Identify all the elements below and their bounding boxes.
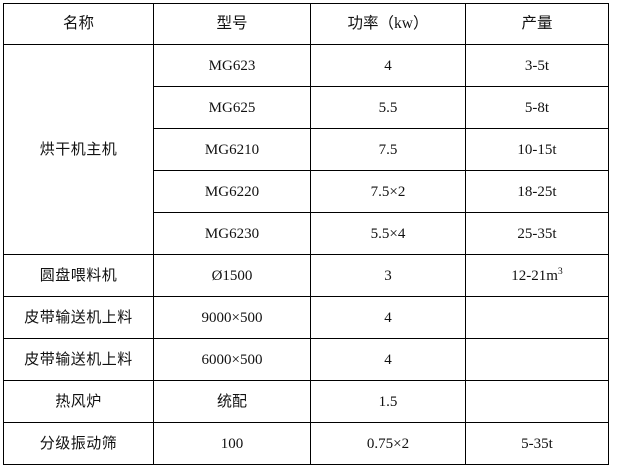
row-model-7: 6000×500 [153, 338, 311, 381]
column-header-name: 名称 [3, 3, 154, 45]
row-power-3: 7.5×2 [310, 170, 466, 213]
row-model-5: Ø1500 [153, 254, 311, 297]
row-yield-7 [465, 338, 609, 381]
row-yield-5: 12-21m3 [465, 254, 609, 297]
row-model-6: 9000×500 [153, 296, 311, 339]
row-name-9: 分级振动筛 [3, 422, 154, 465]
row-model-4: MG6230 [153, 212, 311, 255]
specification-table: 名称 型号 功率（kw） 产量 烘干机主机 MG623 4 3-5t MG625 5.5 5-8t M… [3, 3, 609, 465]
column-header-power: 功率（kw） [310, 3, 466, 45]
row-name-5: 圆盘喂料机 [3, 254, 154, 297]
row-name-7: 皮带输送机上料 [3, 338, 154, 381]
table-header-row: 名称 型号 功率（kw） 产量 [3, 3, 609, 45]
column-header-model: 型号 [153, 3, 311, 45]
row-yield-1: 5-8t [465, 86, 609, 129]
column-header-yield: 产量 [465, 3, 609, 45]
row-yield-3: 18-25t [465, 170, 609, 213]
row-model-0: MG623 [153, 44, 311, 87]
table-row: MG625 5.5 5-8t [4, 86, 609, 129]
row-power-4: 5.5×4 [310, 212, 466, 255]
row-model-3: MG6220 [153, 170, 311, 213]
row-power-6: 4 [310, 296, 466, 339]
row-model-9: 100 [153, 422, 311, 465]
row-model-2: MG6210 [153, 128, 311, 171]
table-row: 圆盘喂料机 Ø1500 3 12-21m3 [3, 254, 609, 297]
row-yield-4: 25-35t [465, 212, 609, 255]
row-yield-0: 3-5t [465, 44, 609, 87]
row-power-0: 4 [310, 44, 466, 87]
row-name-6: 皮带输送机上料 [3, 296, 154, 339]
table-row: 分级振动筛 100 0.75×2 5-35t [3, 422, 609, 465]
row-yield-2: 10-15t [465, 128, 609, 171]
table-row: MG6220 7.5×2 18-25t [4, 170, 609, 213]
row-power-5: 3 [310, 254, 466, 297]
table-row: 皮带输送机上料 9000×500 4 [3, 296, 609, 339]
row-group-name-dryer-main: 烘干机主机 [3, 44, 154, 255]
row-model-8: 统配 [153, 380, 311, 423]
row-model-1: MG625 [153, 86, 311, 129]
row-name-8: 热风炉 [3, 380, 154, 423]
table-row: MG6210 7.5 10-15t [4, 128, 609, 171]
spec-table-container: 名称 型号 功率（kw） 产量 烘干机主机 MG623 4 3-5t MG625 5.5 5-8t M… [3, 3, 609, 465]
row-power-1: 5.5 [310, 86, 466, 129]
table-row: MG6230 5.5×4 25-35t [4, 212, 609, 255]
superscript-three: 3 [557, 266, 563, 277]
row-yield-9: 5-35t [465, 422, 609, 465]
table-row: 热风炉 统配 1.5 [3, 380, 609, 423]
table-row: 烘干机主机 MG623 4 3-5t [3, 44, 609, 255]
row-power-7: 4 [310, 338, 466, 381]
table-row: 皮带输送机上料 6000×500 4 [3, 338, 609, 381]
row-power-9: 0.75×2 [310, 422, 466, 465]
row-power-8: 1.5 [310, 380, 466, 423]
row-yield-6 [465, 296, 609, 339]
row-power-2: 7.5 [310, 128, 466, 171]
row-yield-8 [465, 380, 609, 423]
